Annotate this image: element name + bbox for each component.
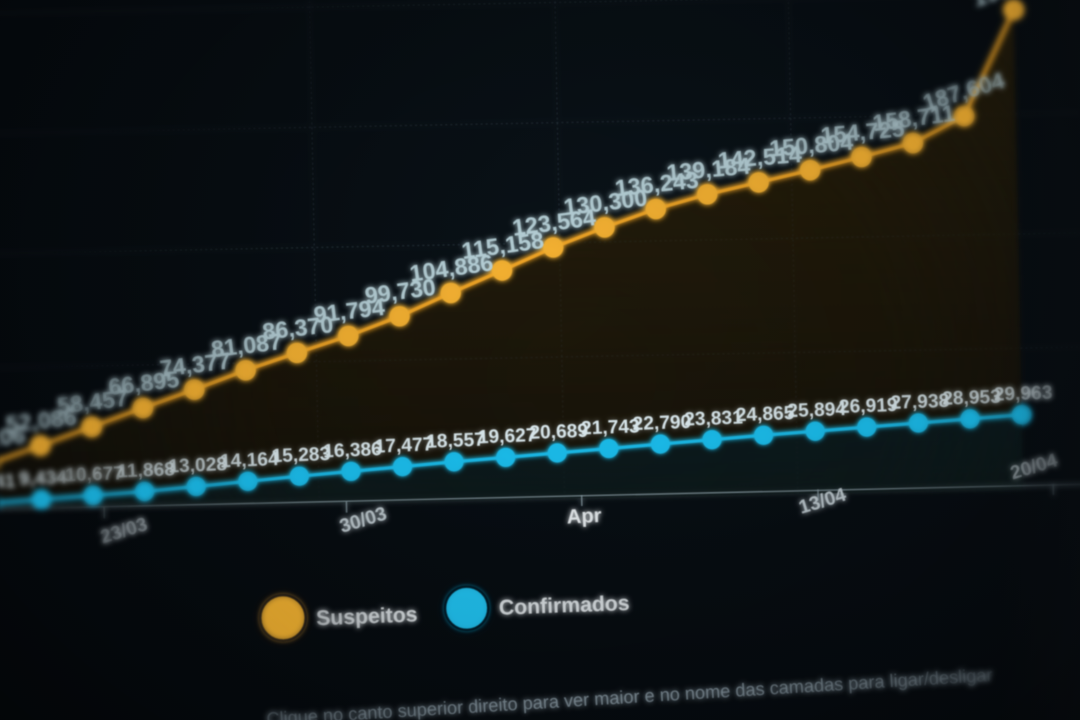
svg-text:Confirmados: Confirmados: [498, 592, 630, 620]
svg-text:18,557: 18,557: [426, 429, 485, 452]
svg-text:20,689: 20,689: [529, 421, 588, 444]
svg-text:15,283: 15,283: [271, 444, 331, 467]
svg-text:28,953: 28,953: [942, 387, 1001, 410]
svg-text:16,386: 16,386: [323, 439, 383, 462]
svg-text:29,963: 29,963: [993, 383, 1052, 406]
svg-text:22,790: 22,790: [632, 412, 691, 435]
svg-text:30/03: 30/03: [337, 503, 389, 537]
svg-text:26,919: 26,919: [839, 395, 898, 418]
svg-text:8,041: 8,041: [0, 471, 16, 494]
svg-text:19,627: 19,627: [477, 425, 536, 448]
svg-text:10,677: 10,677: [65, 463, 124, 486]
svg-text:11,868: 11,868: [117, 459, 176, 482]
svg-text:Apr: Apr: [566, 505, 602, 529]
svg-text:Clique no canto superior direi: Clique no canto superior direito para ve…: [266, 665, 993, 720]
svg-text:23/03: 23/03: [98, 514, 150, 548]
svg-text:17,477: 17,477: [374, 434, 434, 457]
svg-text:24,865: 24,865: [735, 403, 795, 426]
svg-text:Suspeitos: Suspeitos: [316, 603, 418, 630]
svg-text:21,743: 21,743: [581, 416, 640, 439]
svg-text:9,434: 9,434: [19, 467, 68, 490]
svg-text:27,938: 27,938: [890, 391, 950, 414]
